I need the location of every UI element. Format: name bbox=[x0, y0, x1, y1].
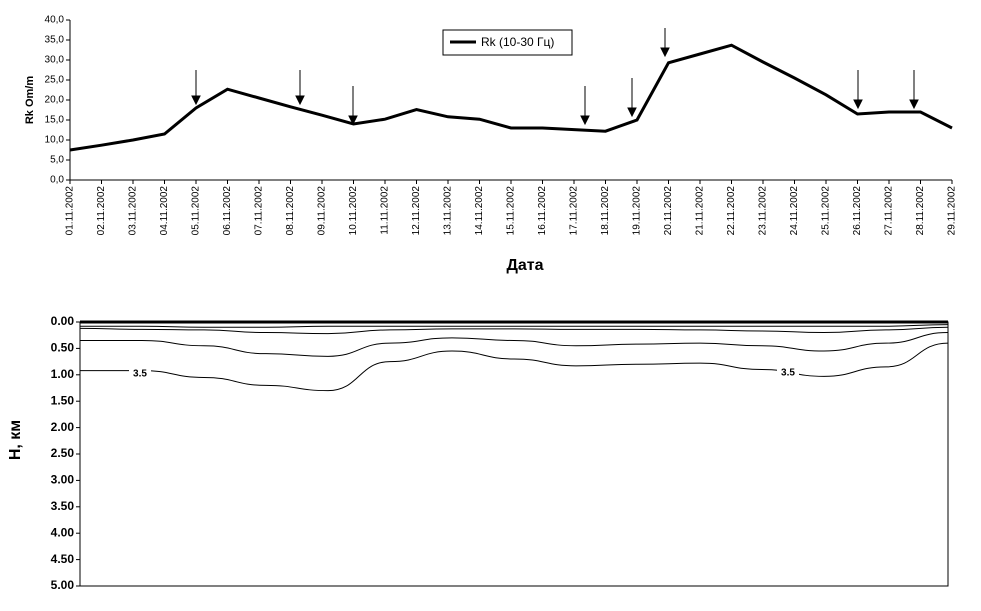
y-tick-label: 1.00 bbox=[51, 367, 75, 381]
y-tick-label: 40,0 bbox=[45, 15, 65, 26]
contour-line bbox=[80, 332, 949, 357]
plot-frame bbox=[79, 321, 949, 587]
x-tick-label: 18.11.2002 bbox=[600, 186, 611, 236]
y-tick-label: 0.50 bbox=[51, 341, 75, 355]
x-tick-label: 17.11.2002 bbox=[569, 186, 580, 236]
contour-label-bg bbox=[777, 367, 799, 379]
x-tick-label: 12.11.2002 bbox=[411, 186, 422, 236]
y-tick-label: 30,0 bbox=[45, 55, 65, 66]
x-tick-label: 13.11.2002 bbox=[443, 186, 454, 236]
legend-label: Rk (10-30 Гц) bbox=[481, 35, 554, 49]
y-tick-label: 5.00 bbox=[51, 578, 75, 592]
x-tick-label: 06.11.2002 bbox=[222, 186, 233, 236]
y-tick-label: 2.50 bbox=[51, 446, 75, 460]
y-tick-label: 5,0 bbox=[50, 155, 64, 166]
x-tick-label: 26.11.2002 bbox=[852, 186, 863, 236]
contour-line bbox=[79, 326, 949, 335]
x-tick-label: 20.11.2002 bbox=[663, 186, 674, 236]
x-tick-label: 25.11.2002 bbox=[821, 186, 832, 236]
x-tick-label: 29.11.2002 bbox=[947, 186, 958, 236]
x-tick-label: 05.11.2002 bbox=[191, 186, 202, 236]
x-tick-label: 16.11.2002 bbox=[537, 186, 548, 236]
x-tick-label: 09.11.2002 bbox=[317, 186, 328, 236]
y-tick-label: 35,0 bbox=[45, 35, 65, 46]
y-tick-label: 4.50 bbox=[51, 552, 75, 566]
y-tick-label: 25,0 bbox=[45, 75, 65, 86]
arrows bbox=[191, 28, 919, 126]
x-tick-label: 03.11.2002 bbox=[128, 186, 139, 236]
x-tick-label: 04.11.2002 bbox=[159, 186, 170, 236]
x-tick-label: 14.11.2002 bbox=[474, 186, 485, 236]
x-tick-label: 27.11.2002 bbox=[884, 186, 895, 236]
x-tick-label: 23.11.2002 bbox=[758, 186, 769, 236]
y-tick-label: 3.00 bbox=[51, 473, 75, 487]
x-tick-label: 24.11.2002 bbox=[789, 186, 800, 236]
contour-line bbox=[80, 324, 949, 328]
y-tick-label: 15,0 bbox=[45, 115, 65, 126]
y-tick-label: 3.50 bbox=[51, 499, 75, 513]
x-tick-label: 28.11.2002 bbox=[915, 186, 926, 236]
y-tick-label: 2.00 bbox=[51, 420, 75, 434]
contour-label-bg bbox=[129, 368, 151, 380]
y-tick-label: 0.00 bbox=[51, 314, 75, 328]
x-tick-label: 22.11.2002 bbox=[726, 186, 737, 236]
y-tick-label: 0,0 bbox=[50, 175, 64, 186]
x-tick-label: 21.11.2002 bbox=[695, 186, 706, 236]
x-tick-label: 11.11.2002 bbox=[380, 186, 391, 235]
x-axis-label: Дата bbox=[506, 257, 543, 274]
y-tick-label: 10,0 bbox=[45, 135, 65, 146]
y-axis-label: Rk Om/m bbox=[24, 76, 36, 125]
x-tick-label: 07.11.2002 bbox=[254, 186, 265, 236]
x-tick-label: 08.11.2002 bbox=[285, 186, 296, 236]
x-tick-label: 02.11.2002 bbox=[96, 186, 107, 236]
contour-label: 3.5 bbox=[781, 368, 795, 379]
contour-line bbox=[80, 342, 949, 392]
x-tick-label: 01.11.2002 bbox=[65, 186, 76, 236]
y-tick-label: 1.50 bbox=[51, 393, 75, 407]
y-tick-label: 4.00 bbox=[51, 525, 75, 539]
y-tick-label: 20,0 bbox=[45, 95, 65, 106]
x-tick-label: 15.11.2002 bbox=[506, 186, 517, 236]
x-tick-label: 10.11.2002 bbox=[348, 186, 359, 236]
x-tick-label: 19.11.2002 bbox=[632, 186, 643, 236]
contour-label: 3.5 bbox=[133, 369, 147, 380]
y-axis-label: H, км bbox=[7, 420, 24, 460]
line bbox=[69, 43, 953, 152]
